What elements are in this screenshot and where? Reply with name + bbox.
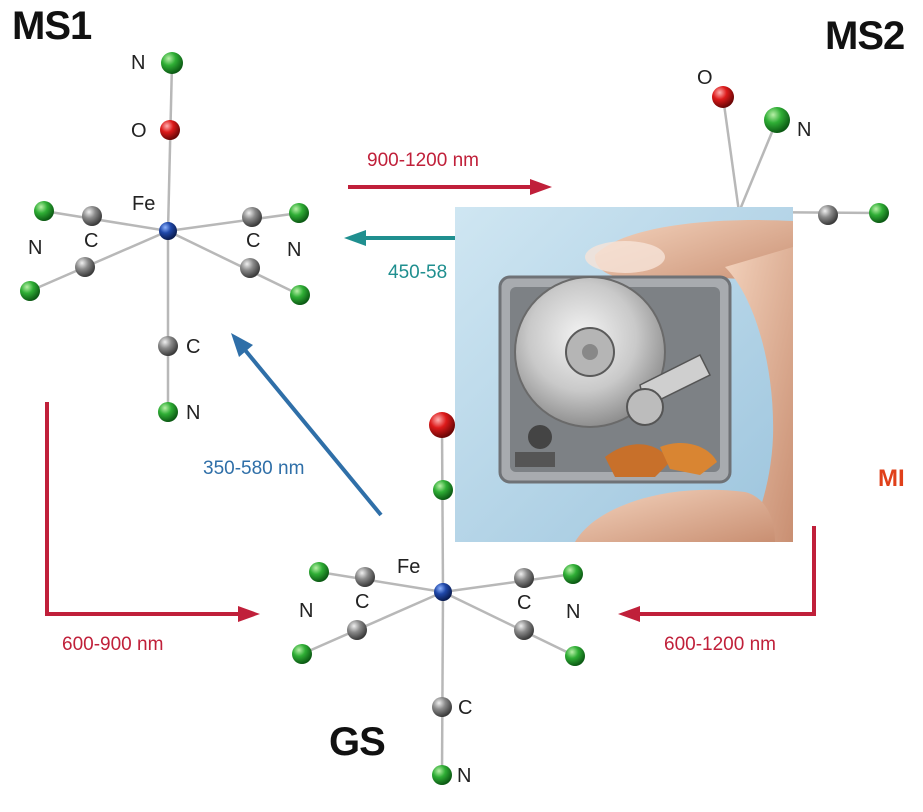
- ms2-molecule: [712, 86, 889, 225]
- gs-title: GS: [329, 720, 386, 764]
- arrow-600-900: [45, 402, 260, 622]
- gs-n-right-lower: [565, 646, 585, 666]
- ms1-n-top-atom: [161, 52, 183, 74]
- ms1-label-c-bottom: C: [186, 336, 201, 358]
- ms2-o-atom: [712, 86, 734, 108]
- gs-label-c-bottom: C: [458, 697, 473, 719]
- ms1-label-c-right: C: [246, 230, 261, 252]
- ms1-n-bottom: [158, 402, 178, 422]
- gs-label-c-right: C: [517, 592, 532, 614]
- ms1-label-n-right: N: [287, 239, 302, 261]
- ms1-c-bottom: [158, 336, 178, 356]
- gs-c-left-upper: [355, 567, 375, 587]
- ms1-label-n-left: N: [28, 237, 43, 259]
- gs-n-right-upper: [563, 564, 583, 584]
- gs-molecule: [292, 412, 585, 785]
- gs-c-bottom: [432, 697, 452, 717]
- ms1-title: MS1: [12, 4, 92, 48]
- ms1-c-left-lower: [75, 257, 95, 277]
- ms2-c-right: [818, 205, 838, 225]
- label-900-1200: 900-1200 nm: [367, 150, 479, 171]
- ms1-o-atom: [160, 120, 180, 140]
- ms2-bonds: [721, 96, 880, 215]
- gs-label-n-bottom: N: [457, 765, 472, 787]
- hard-drive-photo: [455, 207, 793, 542]
- label-600-1200: 600-1200 nm: [664, 634, 776, 655]
- gs-label-n-left: N: [299, 600, 314, 622]
- ms1-n-right-lower: [290, 285, 310, 305]
- ms1-bonds: [29, 62, 301, 412]
- gs-fe-atom: [434, 583, 452, 601]
- ms1-label-c-left: C: [84, 230, 99, 252]
- ms2-label-n: N: [797, 119, 812, 141]
- ms1-fe-atom: [159, 222, 177, 240]
- ms1-label-fe: Fe: [132, 193, 156, 215]
- gs-c-right-upper: [514, 568, 534, 588]
- ms1-c-left-upper: [82, 206, 102, 226]
- ms-label-fragment: MI: [878, 465, 905, 492]
- arrow-900-1200: [348, 179, 552, 195]
- arrow-350-580: [231, 333, 383, 517]
- ms2-n-atom: [764, 107, 790, 133]
- gs-label-c-left: C: [355, 591, 370, 613]
- ms1-label-n-top: N: [131, 52, 146, 74]
- gs-bonds: [301, 424, 576, 776]
- ms2-n-right: [869, 203, 889, 223]
- gs-n-bottom: [432, 765, 452, 785]
- ms1-n-left-lower: [20, 281, 40, 301]
- gs-o-atom: [429, 412, 455, 438]
- ms1-c-right-upper: [242, 207, 262, 227]
- arrow-600-1200: [618, 526, 816, 622]
- ms2-label-o: O: [697, 67, 713, 89]
- gs-n-left-upper: [309, 562, 329, 582]
- label-350-580: 350-580 nm: [203, 458, 305, 479]
- gs-c-right-lower: [514, 620, 534, 640]
- lower-finger: [575, 489, 775, 542]
- gs-c-left-lower: [347, 620, 367, 640]
- gs-label-fe: Fe: [397, 556, 421, 578]
- label-450-580: 450-58: [388, 262, 448, 283]
- ms1-label-n-bottom: N: [186, 402, 201, 424]
- ms1-c-right-lower: [240, 258, 260, 278]
- gs-label-n-right: N: [566, 601, 581, 623]
- ms1-n-left-upper: [34, 201, 54, 221]
- ms1-label-o: O: [131, 120, 147, 142]
- ms1-molecule: [20, 52, 310, 422]
- ms1-n-right-upper: [289, 203, 309, 223]
- hdd-body: [498, 275, 732, 484]
- label-600-900: 600-900 nm: [62, 634, 164, 655]
- arrow-450-580: [344, 230, 460, 246]
- gs-n-left-lower: [292, 644, 312, 664]
- gs-n-top-atom: [433, 480, 453, 500]
- hand: [725, 247, 793, 542]
- ms2-title: MS2: [825, 14, 905, 58]
